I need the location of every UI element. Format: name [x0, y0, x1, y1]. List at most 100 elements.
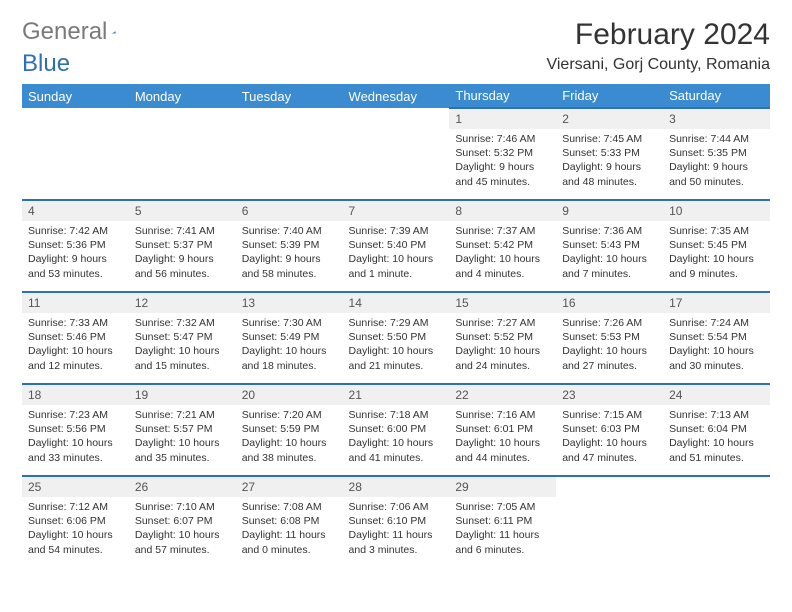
day-number: 7 — [343, 201, 450, 221]
location: Viersani, Gorj County, Romania — [546, 56, 770, 74]
day-details: Sunrise: 7:26 AMSunset: 5:53 PMDaylight:… — [556, 313, 663, 376]
calendar-day-cell: 3Sunrise: 7:44 AMSunset: 5:35 PMDaylight… — [663, 108, 770, 200]
day-number: 29 — [449, 477, 556, 497]
logo: General — [22, 18, 136, 46]
calendar-day-cell: 24Sunrise: 7:13 AMSunset: 6:04 PMDayligh… — [663, 384, 770, 476]
calendar-day-cell: 21Sunrise: 7:18 AMSunset: 6:00 PMDayligh… — [343, 384, 450, 476]
day-number: 6 — [236, 201, 343, 221]
calendar-row: 25Sunrise: 7:12 AMSunset: 6:06 PMDayligh… — [22, 476, 770, 568]
day-number: 5 — [129, 201, 236, 221]
day-details: Sunrise: 7:46 AMSunset: 5:32 PMDaylight:… — [449, 129, 556, 192]
calendar-day-cell: 28Sunrise: 7:06 AMSunset: 6:10 PMDayligh… — [343, 476, 450, 568]
calendar-day-cell: 10Sunrise: 7:35 AMSunset: 5:45 PMDayligh… — [663, 200, 770, 292]
day-number: 13 — [236, 293, 343, 313]
day-number: 25 — [22, 477, 129, 497]
calendar-day-cell: 1Sunrise: 7:46 AMSunset: 5:32 PMDaylight… — [449, 108, 556, 200]
calendar-day-cell: 20Sunrise: 7:20 AMSunset: 5:59 PMDayligh… — [236, 384, 343, 476]
calendar-day-cell: 18Sunrise: 7:23 AMSunset: 5:56 PMDayligh… — [22, 384, 129, 476]
calendar-row: 4Sunrise: 7:42 AMSunset: 5:36 PMDaylight… — [22, 200, 770, 292]
day-details: Sunrise: 7:32 AMSunset: 5:47 PMDaylight:… — [129, 313, 236, 376]
weekday-header: Saturday — [663, 84, 770, 108]
day-number: 12 — [129, 293, 236, 313]
day-details: Sunrise: 7:15 AMSunset: 6:03 PMDaylight:… — [556, 405, 663, 468]
day-number: 15 — [449, 293, 556, 313]
calendar-empty-cell — [343, 108, 450, 200]
calendar-row: 1Sunrise: 7:46 AMSunset: 5:32 PMDaylight… — [22, 108, 770, 200]
calendar-day-cell: 25Sunrise: 7:12 AMSunset: 6:06 PMDayligh… — [22, 476, 129, 568]
day-details: Sunrise: 7:24 AMSunset: 5:54 PMDaylight:… — [663, 313, 770, 376]
day-details: Sunrise: 7:45 AMSunset: 5:33 PMDaylight:… — [556, 129, 663, 192]
day-details: Sunrise: 7:37 AMSunset: 5:42 PMDaylight:… — [449, 221, 556, 284]
calendar-row: 18Sunrise: 7:23 AMSunset: 5:56 PMDayligh… — [22, 384, 770, 476]
day-number: 14 — [343, 293, 450, 313]
day-details: Sunrise: 7:06 AMSunset: 6:10 PMDaylight:… — [343, 497, 450, 560]
month-title: February 2024 — [546, 18, 770, 52]
day-number: 28 — [343, 477, 450, 497]
day-number: 3 — [663, 109, 770, 129]
header: General February 2024 Viersani, Gorj Cou… — [22, 18, 770, 74]
day-number: 22 — [449, 385, 556, 405]
calendar-empty-cell — [556, 476, 663, 568]
day-details: Sunrise: 7:29 AMSunset: 5:50 PMDaylight:… — [343, 313, 450, 376]
day-number: 23 — [556, 385, 663, 405]
calendar-day-cell: 23Sunrise: 7:15 AMSunset: 6:03 PMDayligh… — [556, 384, 663, 476]
weekday-header: Friday — [556, 84, 663, 108]
calendar-day-cell: 11Sunrise: 7:33 AMSunset: 5:46 PMDayligh… — [22, 292, 129, 384]
calendar-row: 11Sunrise: 7:33 AMSunset: 5:46 PMDayligh… — [22, 292, 770, 384]
calendar-table: SundayMondayTuesdayWednesdayThursdayFrid… — [22, 84, 770, 568]
day-details: Sunrise: 7:21 AMSunset: 5:57 PMDaylight:… — [129, 405, 236, 468]
calendar-day-cell: 15Sunrise: 7:27 AMSunset: 5:52 PMDayligh… — [449, 292, 556, 384]
day-details: Sunrise: 7:35 AMSunset: 5:45 PMDaylight:… — [663, 221, 770, 284]
day-details: Sunrise: 7:44 AMSunset: 5:35 PMDaylight:… — [663, 129, 770, 192]
weekday-header: Monday — [129, 84, 236, 108]
weekday-header: Sunday — [22, 84, 129, 108]
title-block: February 2024 Viersani, Gorj County, Rom… — [546, 18, 770, 74]
day-details: Sunrise: 7:33 AMSunset: 5:46 PMDaylight:… — [22, 313, 129, 376]
logo-text-blue: Blue — [22, 50, 70, 77]
calendar-day-cell: 4Sunrise: 7:42 AMSunset: 5:36 PMDaylight… — [22, 200, 129, 292]
day-details: Sunrise: 7:39 AMSunset: 5:40 PMDaylight:… — [343, 221, 450, 284]
day-number: 8 — [449, 201, 556, 221]
calendar-day-cell: 5Sunrise: 7:41 AMSunset: 5:37 PMDaylight… — [129, 200, 236, 292]
day-details: Sunrise: 7:05 AMSunset: 6:11 PMDaylight:… — [449, 497, 556, 560]
day-details: Sunrise: 7:30 AMSunset: 5:49 PMDaylight:… — [236, 313, 343, 376]
calendar-body: 1Sunrise: 7:46 AMSunset: 5:32 PMDaylight… — [22, 108, 770, 568]
calendar-header-row: SundayMondayTuesdayWednesdayThursdayFrid… — [22, 84, 770, 108]
day-number: 24 — [663, 385, 770, 405]
day-details: Sunrise: 7:12 AMSunset: 6:06 PMDaylight:… — [22, 497, 129, 560]
day-details: Sunrise: 7:42 AMSunset: 5:36 PMDaylight:… — [22, 221, 129, 284]
weekday-header: Thursday — [449, 84, 556, 108]
day-details: Sunrise: 7:08 AMSunset: 6:08 PMDaylight:… — [236, 497, 343, 560]
day-details: Sunrise: 7:16 AMSunset: 6:01 PMDaylight:… — [449, 405, 556, 468]
day-number: 21 — [343, 385, 450, 405]
day-number: 18 — [22, 385, 129, 405]
day-details: Sunrise: 7:41 AMSunset: 5:37 PMDaylight:… — [129, 221, 236, 284]
calendar-day-cell: 8Sunrise: 7:37 AMSunset: 5:42 PMDaylight… — [449, 200, 556, 292]
day-number: 17 — [663, 293, 770, 313]
calendar-day-cell: 22Sunrise: 7:16 AMSunset: 6:01 PMDayligh… — [449, 384, 556, 476]
day-number: 11 — [22, 293, 129, 313]
calendar-day-cell: 6Sunrise: 7:40 AMSunset: 5:39 PMDaylight… — [236, 200, 343, 292]
logo-triangle-icon — [112, 23, 116, 41]
calendar-empty-cell — [22, 108, 129, 200]
day-details: Sunrise: 7:13 AMSunset: 6:04 PMDaylight:… — [663, 405, 770, 468]
day-number: 9 — [556, 201, 663, 221]
calendar-day-cell: 13Sunrise: 7:30 AMSunset: 5:49 PMDayligh… — [236, 292, 343, 384]
calendar-empty-cell — [236, 108, 343, 200]
day-number: 27 — [236, 477, 343, 497]
day-number: 20 — [236, 385, 343, 405]
calendar-day-cell: 9Sunrise: 7:36 AMSunset: 5:43 PMDaylight… — [556, 200, 663, 292]
weekday-header: Wednesday — [343, 84, 450, 108]
day-number: 19 — [129, 385, 236, 405]
day-number: 2 — [556, 109, 663, 129]
day-details: Sunrise: 7:10 AMSunset: 6:07 PMDaylight:… — [129, 497, 236, 560]
day-details: Sunrise: 7:23 AMSunset: 5:56 PMDaylight:… — [22, 405, 129, 468]
day-number: 16 — [556, 293, 663, 313]
logo-text-general: General — [22, 18, 107, 46]
calendar-empty-cell — [663, 476, 770, 568]
calendar-day-cell: 14Sunrise: 7:29 AMSunset: 5:50 PMDayligh… — [343, 292, 450, 384]
day-details: Sunrise: 7:18 AMSunset: 6:00 PMDaylight:… — [343, 405, 450, 468]
calendar-day-cell: 29Sunrise: 7:05 AMSunset: 6:11 PMDayligh… — [449, 476, 556, 568]
calendar-day-cell: 26Sunrise: 7:10 AMSunset: 6:07 PMDayligh… — [129, 476, 236, 568]
calendar-day-cell: 7Sunrise: 7:39 AMSunset: 5:40 PMDaylight… — [343, 200, 450, 292]
